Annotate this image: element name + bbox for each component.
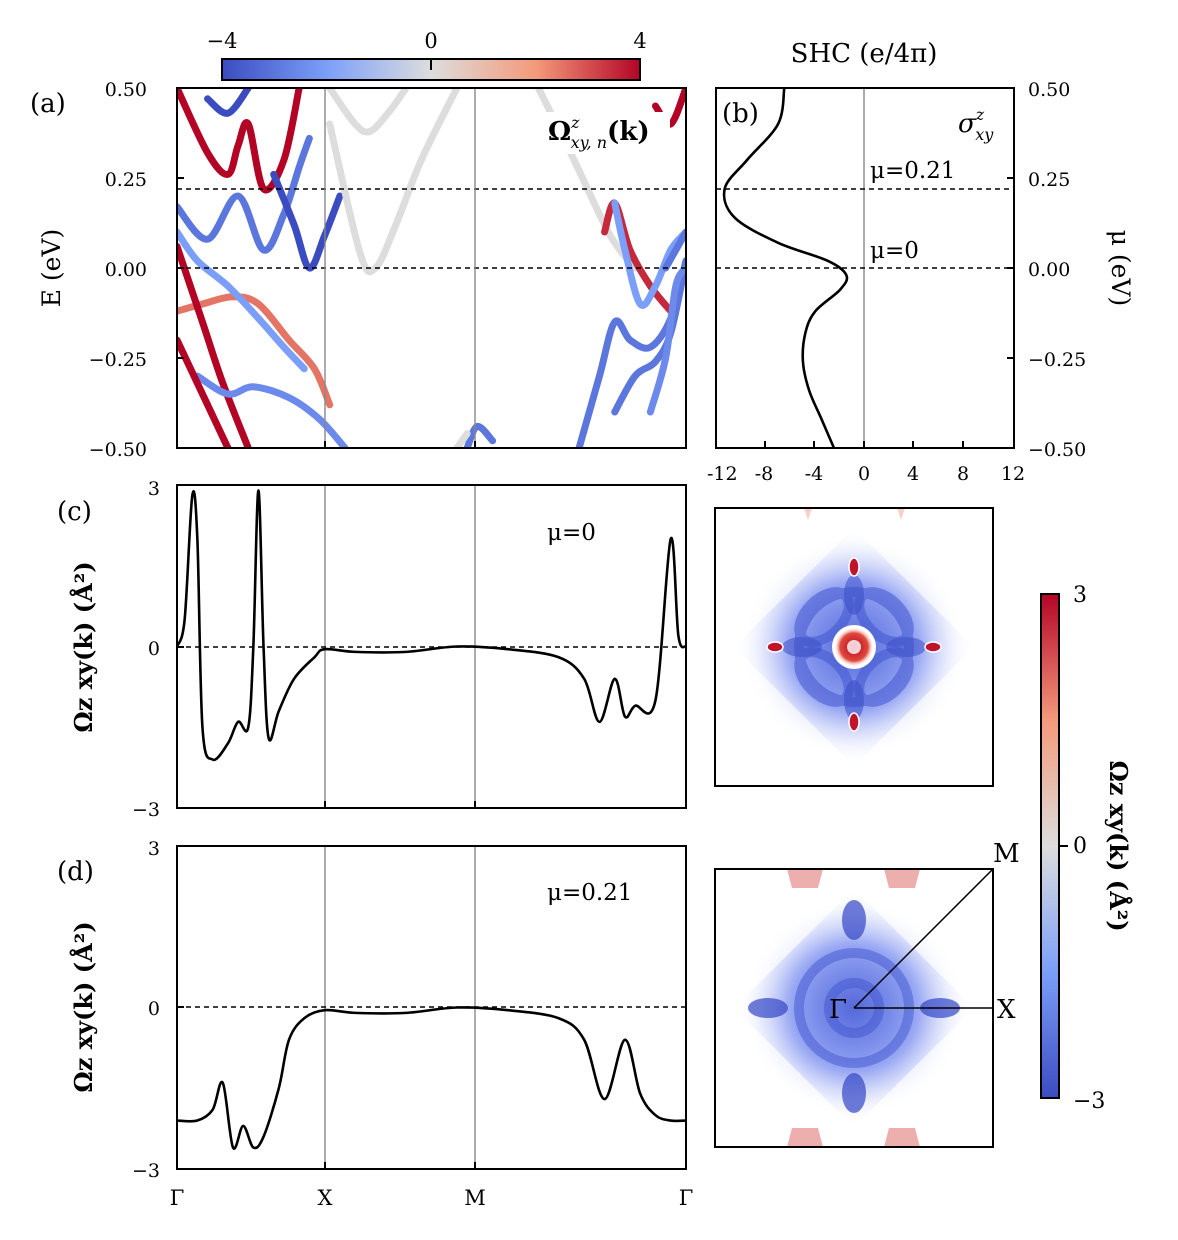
shc-title: SHC (e/4π) [791,39,938,69]
panel-a-ytick: −0.50 [89,439,147,461]
shc-curve [722,88,849,448]
bz-gamma-label: Γ [829,995,847,1025]
band-line [177,134,313,254]
colorbar-right-tick: −3 [1073,1089,1105,1114]
panel-c: (c) Ωz xy(k) (Å²) 3 0 −3 μ=0 [57,478,687,821]
band-line [270,170,344,272]
panel-d-label: (d) [57,857,94,887]
bz-map-mu0-frame [714,507,994,787]
panel-a-ytick: 0.25 [105,169,147,191]
colorbar-top-tick: 4 [633,29,646,53]
band-line [326,88,410,136]
colorbar-right-tick: 0 [1073,834,1087,859]
panel-d-ylabel: Ωz xy(k) (Å²) [69,921,98,1092]
panel-b-ytick: −0.25 [1028,349,1086,371]
band-lines [177,88,686,448]
mu-label-0: μ=0 [870,238,919,264]
panel-b: SHC (e/4π) (b) σz xy μ=0.21 μ=0 -12 -8 -4… [707,39,1135,485]
panel-c-ylabel: Ωz xy(k) (Å²) [69,561,98,732]
panel-b-ytick: 0.00 [1028,259,1070,281]
band-line [177,242,252,448]
path-label: M [464,1186,486,1210]
band-line [177,88,303,194]
band-line [177,336,232,448]
panel-b-ytick: 0.25 [1028,169,1070,191]
panel-d-ytick: 3 [148,838,160,860]
band-line [601,199,675,315]
panel-a-ytick: −0.25 [89,349,147,371]
panel-b-xtick: 0 [858,463,870,485]
colorbar-top-tick: −4 [207,29,238,53]
panel-c-ytick: −3 [132,799,160,821]
panel-b-xtick: 4 [907,463,919,485]
bz-path: Γ X M [829,839,1020,1025]
panel-c-ytick: 0 [148,638,160,660]
sigma-label: σz xy [958,105,994,144]
panel-a-label: (a) [30,89,66,119]
panel-d-mu: μ=0.21 [547,880,632,906]
band-line [177,228,308,373]
panel-b-ytick: −0.50 [1028,439,1086,461]
panel-d-ytick: −3 [132,1160,160,1182]
band-line [662,228,686,272]
omega-annotation: Ωz xy, n(k) [548,113,650,152]
panel-b-label: (b) [722,99,759,129]
band-line [611,199,686,309]
panel-c-ytick: 3 [148,478,160,500]
panel-b-ylabel: μ (eV) [1106,230,1135,307]
bz-m-label: M [993,839,1020,869]
colorbar-right-tick: 3 [1073,583,1087,608]
panel-a-ylabel: E (eV) [37,229,66,308]
panel-b-xtick: 12 [1001,463,1025,485]
bz-x-label: X [997,995,1016,1025]
panel-c-mu: μ=0 [547,520,596,546]
panel-d-ytick: 0 [148,998,160,1020]
panel-b-xtick: -4 [805,463,824,485]
panel-a-ytick: 0.00 [105,259,147,281]
band-line [177,293,334,409]
path-label: Γ [679,1186,694,1210]
path-label: Γ [170,1186,185,1210]
panel-c-label: (c) [57,497,92,527]
colorbar-right: 3 0 −3 Ωz xy(k) (Å²) [1040,583,1133,1114]
panel-a: (a) E (eV) −4 0 4 0.50 0.25 0.00 −0.25 −… [30,29,687,461]
berry-curve-mu0 [177,489,686,762]
band-line [611,257,686,416]
panel-b-xtick: -8 [755,463,774,485]
panel-b-ytick: 0.50 [1028,79,1070,101]
panel-b-xtick: 8 [957,463,969,485]
band-line [193,372,349,448]
panel-d: (d) Ωz xy(k) (Å²) 3 0 −3 μ=0.21 Γ X M Γ [57,838,693,1210]
panel-b-xtick: -12 [707,463,738,485]
colorbar-right-label: Ωz xy(k) (Å²) [1104,760,1133,931]
bz-map-mu0 [715,508,993,786]
path-label: X [318,1186,333,1210]
berry-curve-mu021 [177,1006,686,1150]
panel-a-ytick: 0.50 [105,79,147,101]
colorbar-top-tick: 0 [424,29,437,53]
band-line [326,88,461,276]
band-line [204,88,252,117]
band-line [646,264,686,416]
mu-label-021: μ=0.21 [870,158,955,184]
band-line [651,88,686,128]
band-line [463,422,497,448]
